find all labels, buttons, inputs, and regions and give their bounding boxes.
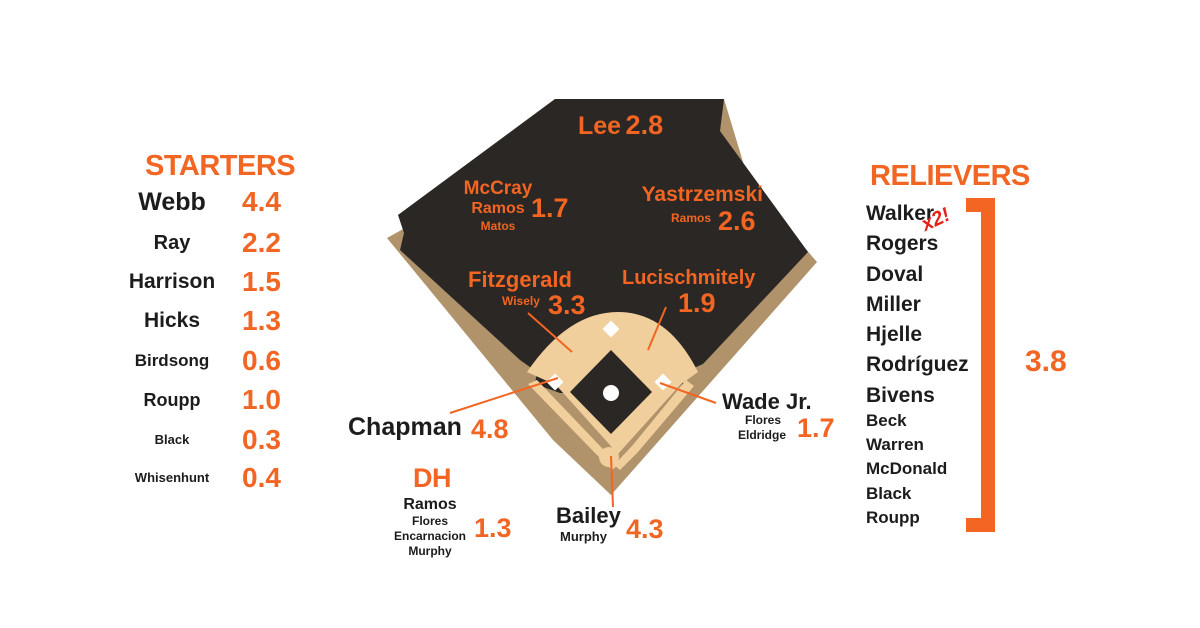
leader-catcher (610, 455, 614, 508)
lf-value: 1.7 (531, 193, 569, 223)
catcher-name-1: Bailey (556, 503, 621, 528)
dh-name-3: Encarnacion (393, 529, 467, 543)
cf-label: Lee 2.8 (578, 110, 663, 141)
rf-name-2: Ramos (671, 211, 712, 225)
starter-name: Black (154, 432, 190, 447)
dh-name-1: Ramos (403, 496, 457, 513)
lf-name-3: Matos (480, 219, 516, 233)
starter-name: Webb (138, 188, 206, 216)
leader-third (449, 377, 559, 414)
ss-name-2: Wisely (502, 294, 540, 308)
leader-first (659, 382, 717, 404)
catcher-name-2: Murphy (560, 529, 607, 544)
starter-value: 0.4 (242, 462, 281, 493)
reliever-name: Roupp (866, 508, 920, 527)
starter-name: Whisenhunt (134, 470, 210, 485)
ss-name-1: Fitzgerald (468, 267, 572, 292)
starter-value: 2.2 (242, 227, 281, 258)
starters-title: STARTERS (145, 150, 296, 182)
rf-label: Yastrzemski (628, 183, 763, 207)
starter-name: Harrison (128, 270, 216, 293)
starter-value: 0.3 (242, 424, 281, 455)
first-name-3: Eldridge (738, 428, 787, 442)
starter-name: Roupp (143, 389, 201, 410)
second-value: 1.9 (678, 288, 716, 318)
dh-name-4: Murphy (408, 544, 452, 558)
reliever-name: Rodríguez (866, 353, 969, 376)
reliever-name: Hjelle (866, 323, 923, 346)
starter-value: 4.4 (242, 186, 281, 217)
pitchers-mound (603, 385, 619, 401)
foul-line-left (528, 380, 618, 470)
dh-title: DH (413, 463, 452, 493)
starter-value: 1.0 (242, 384, 281, 415)
starter-value: 0.6 (242, 345, 281, 376)
first-name-1: Wade Jr. (722, 389, 812, 414)
relievers-total: 3.8 (1025, 345, 1067, 378)
reliever-name: Bivens (866, 384, 935, 407)
third-base (546, 373, 564, 391)
rf-value: 2.6 (718, 206, 756, 236)
cf-value: 2.8 (625, 110, 664, 140)
reliever-name: Doval (866, 263, 924, 286)
starter-value: 1.3 (242, 305, 281, 336)
lf-name-2: Ramos (471, 200, 525, 217)
ss-value: 3.3 (548, 290, 586, 320)
second-base (602, 320, 620, 338)
starter-name: Ray (153, 231, 191, 254)
third-value: 4.8 (471, 414, 509, 444)
dh-names: Ramos Flores Encarnacion Murphy (388, 496, 472, 559)
reliever-name: McDonald (866, 459, 948, 478)
dh-value: 1.3 (474, 513, 512, 543)
starter-value: 1.5 (242, 266, 281, 297)
outfield-area (398, 99, 808, 393)
first-value: 1.7 (797, 413, 835, 443)
rf-name-1: Yastrzemski (641, 183, 763, 206)
second-name: Lucischmitely (622, 267, 756, 289)
first-name-2: Flores (745, 413, 782, 427)
relievers-bracket (966, 198, 995, 532)
starter-name: Hicks (143, 309, 201, 332)
catcher-value: 4.3 (626, 514, 664, 544)
dh-name-2: Flores (411, 514, 448, 528)
lf-name-1: McCray (463, 178, 533, 199)
reliever-name: Beck (866, 411, 907, 430)
third-name: Chapman (348, 413, 462, 441)
foul-line-right (614, 380, 694, 470)
reliever-name: Walker (866, 202, 935, 225)
home-plate-circle (599, 447, 619, 467)
starter-name: Birdsong (134, 351, 210, 370)
reliever-name: Miller (866, 293, 921, 316)
reliever-name: Black (866, 484, 912, 503)
relievers-title: RELIEVERS (870, 160, 1030, 192)
leader-ss (527, 312, 573, 353)
lf-label: McCray Ramos Matos (462, 178, 534, 234)
reliever-name: Warren (866, 435, 924, 454)
leader-second (647, 306, 667, 351)
cf-name: Lee (578, 112, 622, 140)
reliever-name: Rogers (866, 232, 939, 255)
